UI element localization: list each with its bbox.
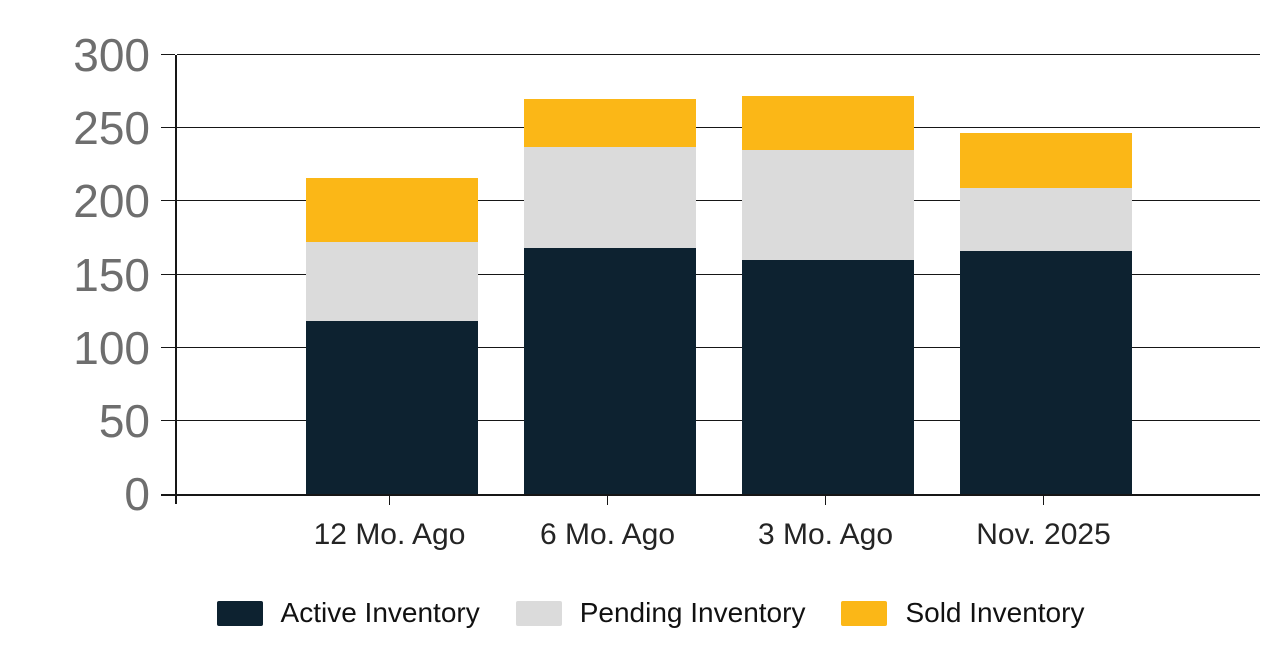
y-axis-label-200: 200: [73, 175, 150, 228]
x-axis-label: Nov. 2025: [976, 518, 1111, 551]
x-axis-category-1: 12 Mo. Ago: [304, 496, 476, 552]
bar-segment-pending-inventory: [959, 188, 1132, 252]
legend-label: Pending Inventory: [579, 597, 806, 628]
legend-label: Active Inventory: [280, 597, 480, 628]
bar-segment-sold-inventory: [523, 98, 696, 148]
gridline-200: [177, 200, 1260, 202]
gridline-50: [177, 419, 1260, 421]
bar-segment-active-inventory: [959, 251, 1132, 494]
x-axis-label: 12 Mo. Ago: [313, 518, 466, 551]
legend-swatch-icon: [216, 600, 263, 626]
bar-2: [523, 55, 696, 494]
bar-4: [959, 55, 1132, 494]
bar-segment-active-inventory: [305, 321, 478, 494]
y-axis-label-50: 50: [98, 394, 150, 447]
y-axis-label-150: 150: [73, 248, 150, 301]
bar-3: [741, 55, 914, 494]
gridline-300: [177, 54, 1260, 55]
y-axis-tick-200: [161, 200, 175, 202]
y-axis-label-250: 250: [73, 102, 150, 155]
x-axis-baseline-tick: [161, 494, 175, 496]
bar-segment-sold-inventory: [959, 132, 1132, 189]
x-axis-tick: [607, 496, 608, 505]
x-axis-tick: [1043, 496, 1044, 505]
x-axis-category-4: Nov. 2025: [958, 496, 1130, 552]
bar-segment-active-inventory: [741, 259, 914, 494]
y-axis-tick-50: [161, 419, 175, 421]
x-axis-label: 3 Mo. Ago: [757, 518, 894, 551]
legend-item-pending-inventory: Pending Inventory: [515, 597, 806, 629]
y-axis-tail-tick: [175, 494, 177, 504]
y-axis-label-100: 100: [73, 321, 150, 374]
y-axis-tick-250: [161, 127, 175, 129]
bar-segment-pending-inventory: [523, 147, 696, 249]
bar-1: [305, 55, 478, 494]
x-axis-category-2: 6 Mo. Ago: [522, 496, 694, 552]
legend-item-active-inventory: Active Inventory: [216, 597, 480, 629]
bar-segment-pending-inventory: [741, 150, 914, 260]
legend-label: Sold Inventory: [905, 597, 1085, 628]
x-axis-tick: [825, 496, 826, 505]
x-axis-labels: 12 Mo. Ago 6 Mo. Ago 3 Mo. Ago Nov. 2025: [175, 496, 1258, 552]
bar-segment-pending-inventory: [305, 242, 478, 322]
bars-layer: [177, 55, 1260, 494]
bar-segment-active-inventory: [523, 248, 696, 494]
y-axis-labels: 0 50 100 150 200 250 300: [0, 32, 150, 517]
y-axis-label-0: 0: [124, 468, 150, 520]
y-axis-label-300: 300: [73, 29, 150, 81]
gridline-100: [177, 346, 1260, 348]
bar-segment-sold-inventory: [305, 177, 478, 243]
legend: Active Inventory Pending Inventory Sold In…: [0, 597, 1261, 629]
gridline-250: [177, 127, 1260, 129]
legend-item-sold-inventory: Sold Inventory: [841, 597, 1084, 629]
y-axis-tick-150: [161, 273, 175, 275]
x-axis-tick: [389, 496, 390, 505]
legend-swatch-icon: [515, 600, 562, 626]
y-axis-tick-300: [161, 54, 175, 55]
x-axis-category-3: 3 Mo. Ago: [740, 496, 912, 552]
plot-area: [161, 54, 1260, 504]
gridline-150: [177, 273, 1260, 275]
legend-swatch-icon: [841, 600, 888, 626]
bar-segment-sold-inventory: [741, 95, 914, 151]
y-axis-tick-100: [161, 346, 175, 348]
x-axis-label: 6 Mo. Ago: [539, 518, 676, 551]
